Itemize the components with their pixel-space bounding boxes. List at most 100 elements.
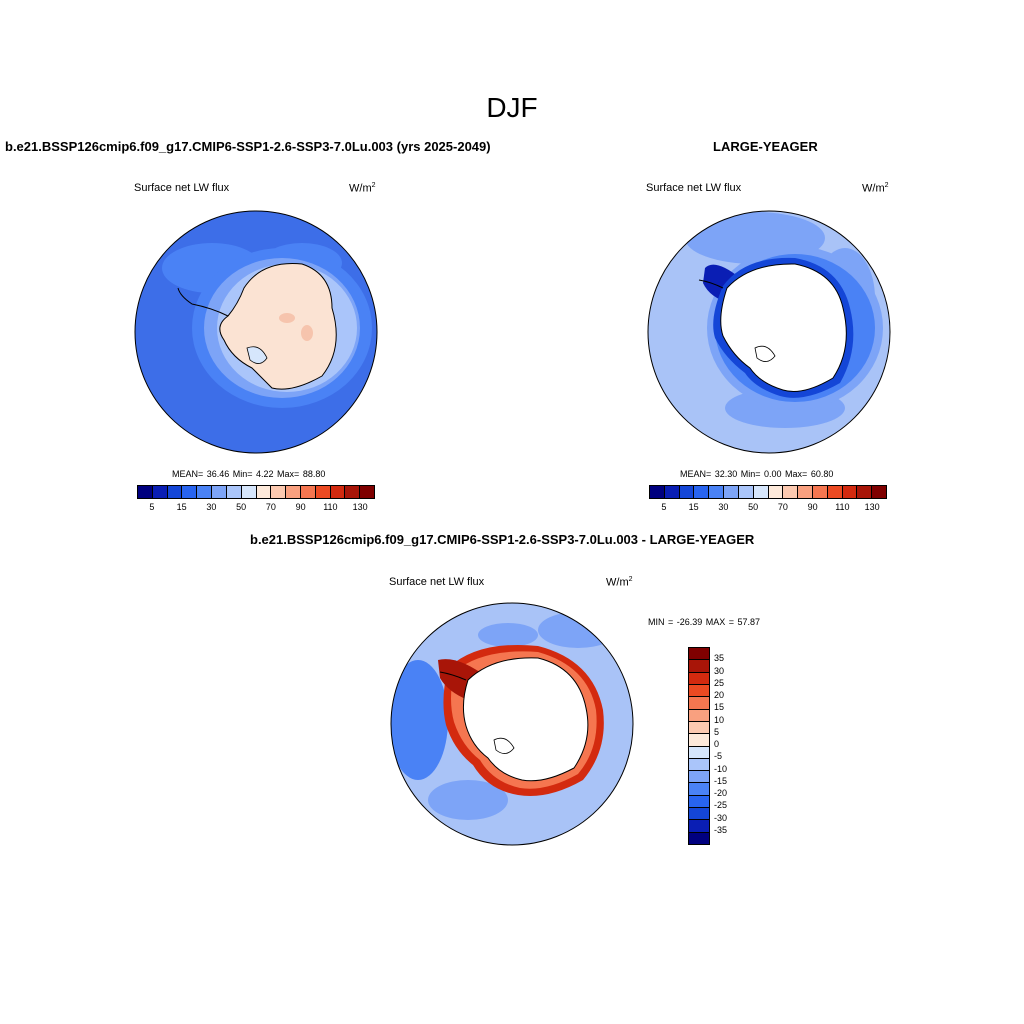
diff-colorbar-tick-label: -15 xyxy=(714,775,728,786)
obs-colorbar-swatch xyxy=(664,486,680,498)
diff-colorbar-tick-label: -5 xyxy=(714,751,723,762)
case-colorbar-swatch xyxy=(330,486,346,498)
case-colorbar xyxy=(137,485,375,499)
case-colorbar-swatch xyxy=(241,486,257,498)
case-colorbar-tick-label: 130 xyxy=(352,502,368,512)
obs-colorbar-swatch xyxy=(798,486,813,498)
obs-colorbar-swatch xyxy=(842,486,858,498)
diff-colorbar xyxy=(688,647,710,845)
obs-colorbar-swatch xyxy=(679,486,695,498)
case-colorbar-swatch xyxy=(271,486,287,498)
case-colorbar-swatch xyxy=(286,486,301,498)
obs-colorbar-swatch xyxy=(768,486,784,498)
diff-colorbar-swatch xyxy=(689,660,709,673)
obs-colorbar-tick-label: 50 xyxy=(748,502,759,512)
diff-colorbar-swatch xyxy=(689,832,709,844)
obs-colorbar-swatch xyxy=(650,486,665,498)
obs-colorbar-tick-label: 130 xyxy=(864,502,880,512)
obs-colorbar-swatch xyxy=(709,486,725,498)
diff-colorbar-swatch xyxy=(689,734,709,747)
case-colorbar-swatch xyxy=(197,486,213,498)
obs-colorbar-tick-label: 15 xyxy=(688,502,699,512)
diff-colorbar-swatch xyxy=(689,672,709,685)
diff-colorbar-tick-label: -25 xyxy=(714,800,728,811)
obs-colorbar-ticks: 5 15 30 50 70 90 110 130 xyxy=(649,502,887,516)
obs-polar-map xyxy=(647,210,891,454)
case-colorbar-swatch xyxy=(152,486,168,498)
figure-title: DJF xyxy=(486,92,538,123)
case-variable-label: Surface net LW flux xyxy=(134,182,230,194)
diff-colorbar-swatch xyxy=(689,684,709,698)
diff-colorbar-tick-label: 20 xyxy=(714,690,725,700)
diff-colorbar-tick-label: 0 xyxy=(714,739,720,749)
diff-colorbar-swatch xyxy=(689,771,709,784)
diff-variable-label: Surface net LW flux xyxy=(389,576,485,588)
case-unit-label: W/m2 xyxy=(349,182,376,195)
obs-colorbar-swatch xyxy=(872,486,886,498)
obs-colorbar-swatch xyxy=(694,486,710,498)
case-colorbar-swatch xyxy=(167,486,183,498)
diff-colorbar-tick-label: -20 xyxy=(714,788,728,798)
diff-colorbar-swatch xyxy=(689,783,709,796)
case-colorbar-tick-label: 5 xyxy=(149,502,155,512)
diff-colorbar-tick-label: -35 xyxy=(714,824,728,835)
obs-variable-label: Surface net LW flux xyxy=(646,182,742,194)
diff-colorbar-swatch xyxy=(689,648,709,661)
case-polar-map xyxy=(134,210,378,454)
diff-stats: MIN = -26.39 MAX = 57.87 xyxy=(648,617,761,627)
diff-colorbar-tick-label: 35 xyxy=(714,653,725,664)
case-colorbar-swatch xyxy=(182,486,198,498)
diff-panel-title: b.e21.BSSP126cmip6.f09_g17.CMIP6-SSP1-2.… xyxy=(250,532,755,547)
case-colorbar-swatch xyxy=(226,486,242,498)
case-colorbar-tick-label: 70 xyxy=(265,502,276,512)
obs-colorbar-swatch xyxy=(827,486,843,498)
diff-colorbar-tick-label: 5 xyxy=(714,726,720,737)
case-colorbar-ticks: 5 15 30 50 70 90 110 130 xyxy=(137,502,375,516)
case-colorbar-swatch xyxy=(300,486,316,498)
case-colorbar-tick-label: 110 xyxy=(323,502,338,512)
obs-colorbar-swatch xyxy=(724,486,739,498)
obs-colorbar-tick-label: 30 xyxy=(718,502,729,512)
diff-colorbar-swatch xyxy=(689,709,709,722)
obs-unit-label: W/m2 xyxy=(862,182,889,195)
case-colorbar-tick-label: 15 xyxy=(176,502,187,512)
diff-colorbar-tick-label: 15 xyxy=(714,702,725,713)
obs-colorbar-tick-label: 90 xyxy=(807,502,818,512)
obs-stats: MEAN= 32.30 Min= 0.00 Max= 60.80 xyxy=(680,469,834,479)
obs-colorbar-tick-label: 70 xyxy=(777,502,788,512)
case-colorbar-swatch xyxy=(256,486,272,498)
obs-colorbar-swatch xyxy=(857,486,873,498)
diff-polar-map xyxy=(390,602,634,846)
diff-colorbar-swatch xyxy=(689,758,709,772)
diff-colorbar-tick-label: -30 xyxy=(714,812,728,823)
obs-colorbar-swatch xyxy=(812,486,828,498)
obs-panel-title: LARGE-YEAGER xyxy=(713,139,818,154)
case-colorbar-swatch xyxy=(212,486,227,498)
diff-unit-label: W/m2 xyxy=(606,576,633,589)
diff-colorbar-tick-label: 25 xyxy=(714,677,725,688)
case-colorbar-swatch xyxy=(138,486,153,498)
diff-colorbar-tick-label: -10 xyxy=(714,763,728,774)
diff-colorbar-tick-label: 10 xyxy=(714,714,725,725)
case-colorbar-swatch xyxy=(345,486,361,498)
obs-colorbar xyxy=(649,485,887,499)
case-colorbar-swatch xyxy=(360,486,374,498)
case-panel-title: b.e21.BSSP126cmip6.f09_g17.CMIP6-SSP1-2.… xyxy=(5,139,491,154)
obs-colorbar-swatch xyxy=(753,486,769,498)
diff-colorbar-swatch xyxy=(689,721,709,735)
obs-colorbar-swatch xyxy=(783,486,799,498)
diff-colorbar-swatch xyxy=(689,697,709,710)
obs-colorbar-tick-label: 110 xyxy=(835,502,850,512)
case-colorbar-tick-label: 90 xyxy=(295,502,306,512)
obs-colorbar-tick-label: 5 xyxy=(661,502,667,512)
diff-colorbar-swatch xyxy=(689,820,709,833)
case-stats: MEAN= 36.46 Min= 4.22 Max= 88.80 xyxy=(172,469,326,479)
diff-colorbar-ticks: 35 30 25 20 15 10 5 0 -5 -10 -15 -20 -25 -30 -35 xyxy=(714,647,754,843)
case-colorbar-swatch xyxy=(315,486,331,498)
case-colorbar-tick-label: 50 xyxy=(236,502,247,512)
diff-colorbar-swatch xyxy=(689,808,709,821)
obs-colorbar-swatch xyxy=(738,486,754,498)
diff-colorbar-swatch xyxy=(689,795,709,809)
diff-colorbar-tick-label: 30 xyxy=(714,665,725,676)
case-colorbar-tick-label: 30 xyxy=(206,502,217,512)
